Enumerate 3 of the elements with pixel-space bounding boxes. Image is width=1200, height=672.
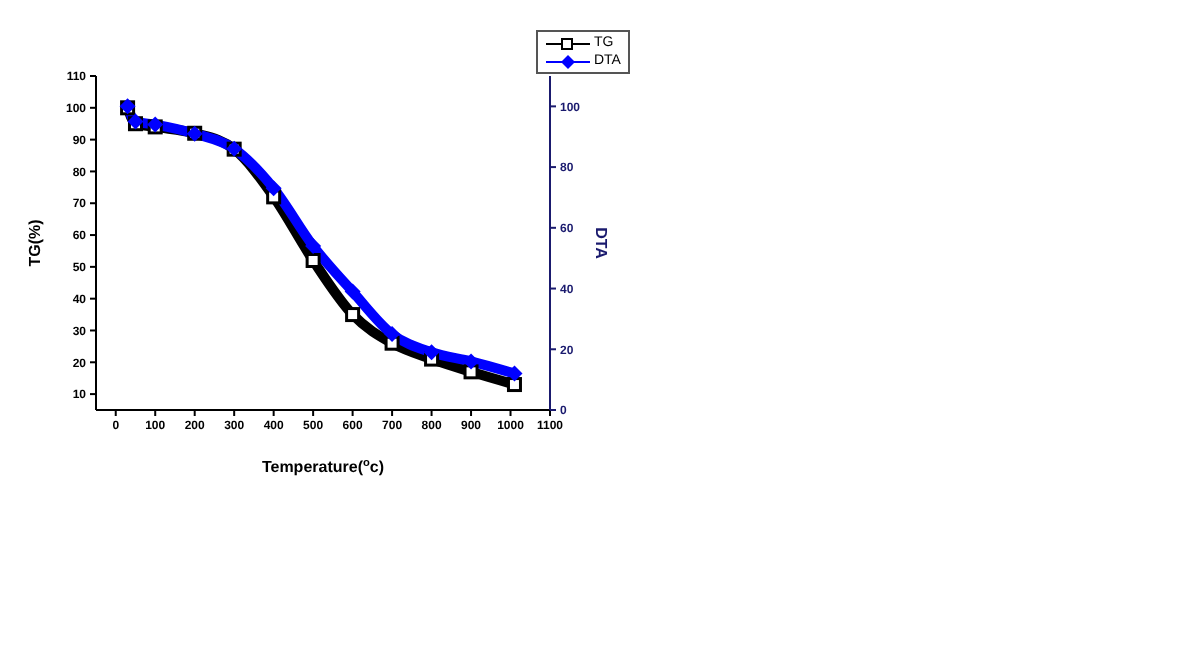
x-axis-title: Temperature($^{o}$c) bbox=[261, 458, 385, 476]
y-axis-title: TG(%) bbox=[26, 218, 44, 267]
y2-axis-title: DTA bbox=[592, 227, 610, 260]
